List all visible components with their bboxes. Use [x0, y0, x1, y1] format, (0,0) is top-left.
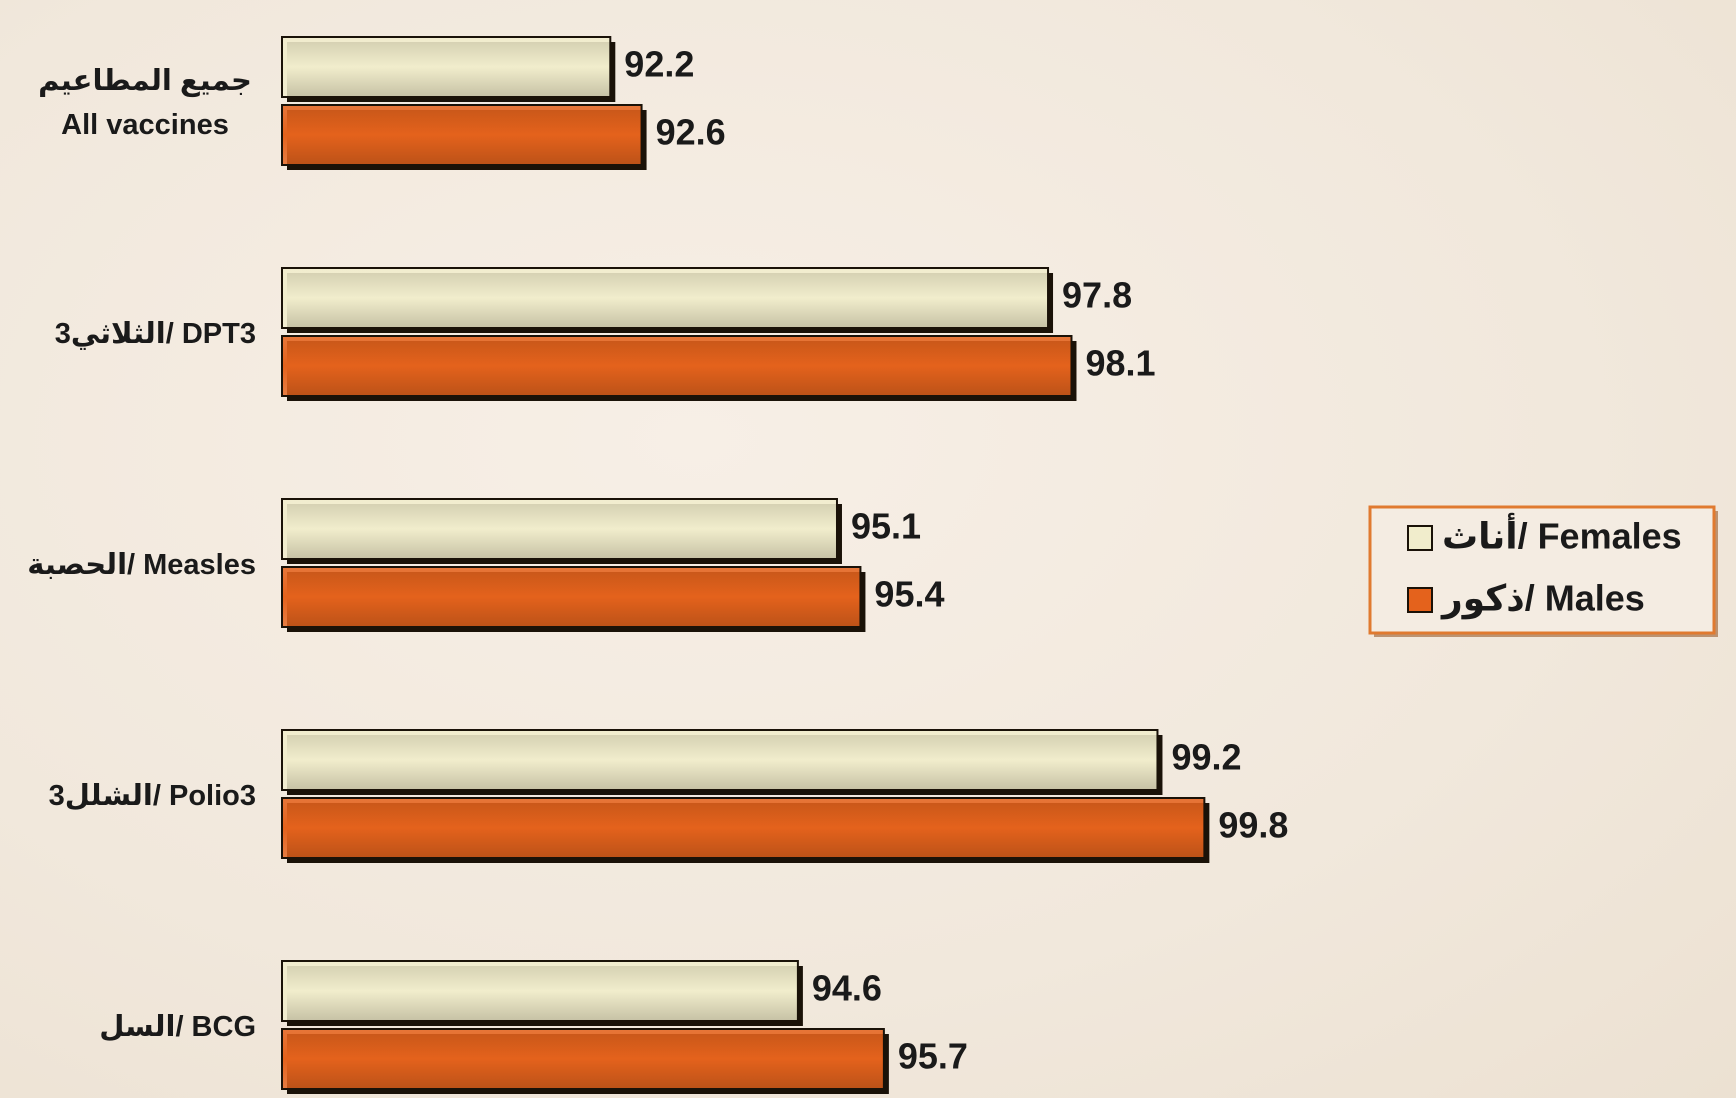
legend-label: أناث/ Females	[1442, 513, 1682, 557]
bar	[281, 104, 643, 166]
category-label: جميع المطاعيم All vaccines	[38, 65, 252, 141]
value-label: 97.8	[1062, 275, 1132, 316]
legend-swatch	[1407, 525, 1433, 551]
bar	[281, 729, 1159, 791]
bar	[281, 797, 1206, 859]
legend-label: ذكور/ Males	[1440, 578, 1645, 620]
category-label: الثلاثي3/ DPT3	[54, 318, 256, 350]
category-label: السل/ BCG	[99, 1011, 256, 1043]
category-label: الشلل3/ Polio3	[48, 780, 256, 812]
value-label: 92.6	[656, 112, 726, 153]
value-label: 94.6	[812, 968, 882, 1009]
value-label: 95.1	[851, 506, 921, 547]
bar	[281, 960, 799, 1022]
bar	[281, 1028, 885, 1090]
category-label: الحصبة/ Measles	[27, 549, 256, 581]
bar	[281, 36, 612, 98]
bar	[281, 566, 862, 628]
value-label: 99.8	[1218, 805, 1288, 846]
value-label: 98.1	[1085, 343, 1155, 384]
value-label: 99.2	[1171, 737, 1241, 778]
value-label: 95.4	[874, 574, 944, 615]
value-label: 92.2	[624, 44, 694, 85]
bar	[281, 267, 1050, 329]
bar	[281, 498, 838, 560]
value-label: 95.7	[898, 1036, 968, 1077]
legend-swatch	[1407, 587, 1433, 613]
bar	[281, 335, 1073, 397]
